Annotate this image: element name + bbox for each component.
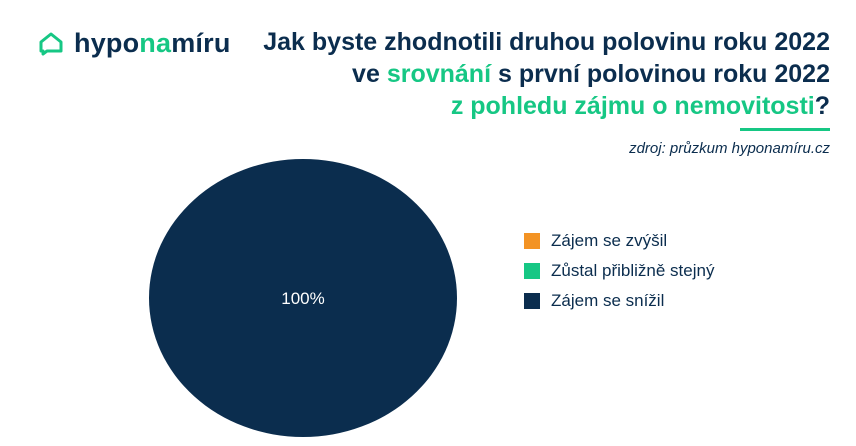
legend-label: Zájem se snížil [551, 291, 665, 310]
pie-slice-2 [149, 159, 457, 437]
legend-label: Zájem se zvýšil [551, 231, 668, 250]
legend-label: Zůstal přibližně stejný [551, 261, 715, 280]
legend-swatch [524, 293, 540, 309]
title-line-3: z pohledu zájmu o nemovitosti? [450, 92, 830, 120]
brand-name: hyponamíru [74, 27, 231, 58]
chart-legend: Zájem se zvýšil Zůstal přibližně stejný Zá… [524, 226, 714, 316]
title-line-1: Jak byste zhodnotili druhou polovinu rok… [263, 28, 830, 56]
pie-chart: 100% [149, 159, 457, 437]
house-chat-icon [39, 32, 63, 56]
source-note: zdroj: průzkum hyponamíru.cz [629, 140, 830, 157]
legend-item: Zájem se zvýšil [524, 226, 714, 256]
legend-item: Zájem se snížil [524, 286, 714, 316]
legend-swatch [524, 233, 540, 249]
legend-item: Zůstal přibližně stejný [524, 256, 714, 286]
title-line-2: ve srovnání s první polovinou roku 2022 [352, 60, 830, 88]
brand-logo: hyponamíru [38, 28, 231, 58]
pie-data-label: 100% [281, 289, 324, 308]
title-underline [740, 128, 830, 131]
chart-title: Jak byste zhodnotili druhou polovinu rok… [250, 26, 830, 122]
legend-swatch [524, 263, 540, 279]
